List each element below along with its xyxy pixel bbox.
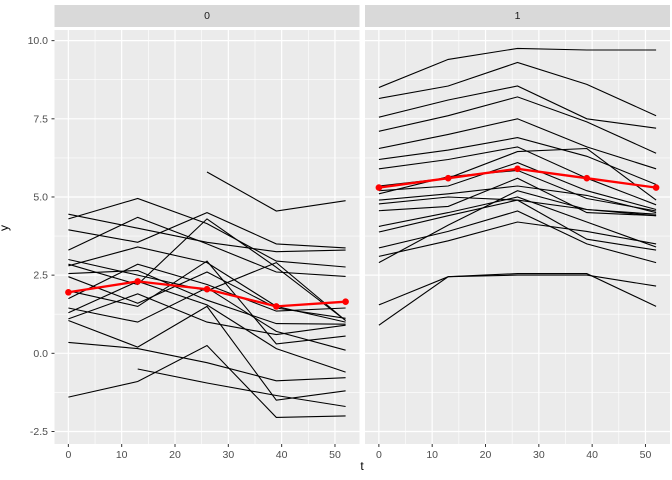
- subject-line: [378, 185, 657, 214]
- subject-line: [68, 218, 346, 321]
- subject-line: [68, 305, 346, 401]
- y-tick-label: 7.5: [33, 113, 48, 125]
- subject-line: [68, 280, 346, 373]
- mean-point: [65, 289, 72, 296]
- subject-line: [68, 197, 346, 268]
- mean-point: [203, 285, 211, 293]
- facet-strip-0: [54, 5, 360, 27]
- x-tick-label: 40: [276, 449, 288, 461]
- subject-line: [68, 263, 346, 312]
- subject-line: [378, 273, 657, 326]
- subject-line: [378, 199, 657, 251]
- subject-line: [68, 344, 346, 418]
- subject-line: [68, 269, 346, 325]
- subject-line: [68, 293, 346, 336]
- mean-point: [444, 174, 452, 182]
- mean-point: [342, 298, 349, 306]
- subject-line: [68, 216, 346, 277]
- mean-point: [583, 174, 591, 182]
- mean-point: [134, 278, 141, 285]
- subject-line: [68, 211, 346, 249]
- panel-background-0: [54, 30, 360, 444]
- subject-line: [378, 196, 657, 248]
- subject-line: [68, 260, 346, 345]
- y-tick-label: 0.0: [33, 348, 48, 360]
- x-tick-label: 30: [222, 449, 234, 461]
- subject-line: [68, 341, 346, 382]
- x-axis-title: t: [360, 459, 364, 473]
- subject-line: [378, 274, 657, 306]
- subject-line: [378, 47, 657, 89]
- subject-line: [378, 118, 657, 170]
- x-tick-label: 20: [480, 449, 492, 461]
- mean-point: [375, 184, 383, 191]
- mean-point: [652, 184, 660, 191]
- facet-strip-label-1: 1: [514, 10, 521, 22]
- y-tick-label: 2.5: [33, 270, 48, 282]
- facet-strip-label-0: 0: [204, 10, 210, 22]
- subject-line: [68, 271, 346, 319]
- x-tick-label: 40: [586, 449, 598, 461]
- x-tick-label: 0: [376, 449, 382, 461]
- x-tick-label: 50: [329, 449, 341, 461]
- subject-line: [378, 210, 657, 264]
- x-tick-label: 50: [640, 449, 652, 461]
- y-tick-label: -2.5: [30, 426, 48, 438]
- x-tick-label: 20: [169, 449, 181, 461]
- y-tick-label: 10.0: [28, 35, 49, 47]
- mean-point: [514, 165, 521, 173]
- subject-line: [137, 368, 346, 408]
- panel-background-1: [365, 30, 670, 444]
- subject-line: [68, 213, 346, 253]
- subject-line: [378, 190, 657, 264]
- subject-line: [378, 221, 657, 257]
- mean-point: [273, 303, 280, 310]
- y-tick-label: 5.0: [33, 191, 48, 203]
- y-axis-title: y: [0, 208, 11, 248]
- subject-line: [378, 146, 657, 206]
- x-tick-label: 10: [116, 449, 128, 461]
- x-tick-label: 30: [533, 449, 545, 461]
- x-tick-label: 10: [426, 449, 438, 461]
- subject-line: [378, 177, 657, 217]
- facet-strip-1: [365, 5, 670, 27]
- subject-line: [378, 85, 657, 129]
- subject-line: [206, 171, 346, 212]
- subject-line: [378, 96, 657, 154]
- x-tick-label: 0: [65, 449, 71, 461]
- subject-line: [378, 61, 657, 117]
- subject-line: [378, 162, 657, 211]
